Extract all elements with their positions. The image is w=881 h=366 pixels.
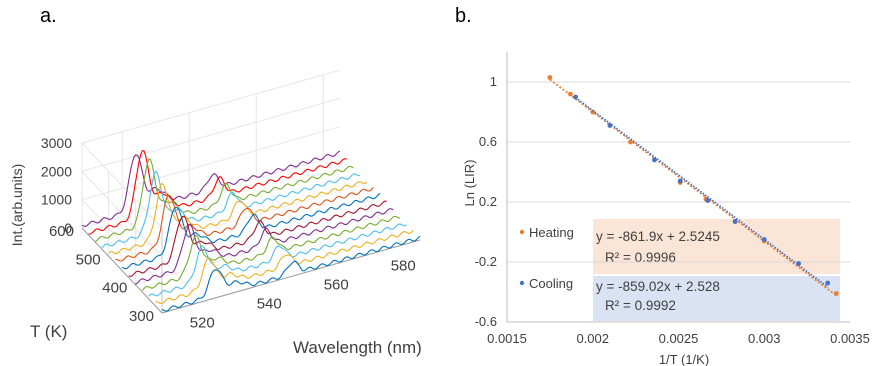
chart-a-y-axis-line [81, 227, 163, 314]
cooling-r-squared: R² = 0.9992 [605, 298, 676, 313]
heating-data-point [628, 139, 633, 145]
cooling-fit-equation: y = -859.02x + 2.528 [596, 279, 720, 294]
cooling-data-point [705, 198, 711, 203]
chart-b-y-tick-label: -0.6 [475, 314, 497, 329]
spectrum-line-425k [128, 200, 387, 277]
arrhenius-chart: Ln (LIR) 1/T (1/K) Heating y = -861.9x +… [462, 52, 870, 366]
chart-a-z-tick-label: 1000 [41, 192, 72, 208]
cooling-data-point [677, 178, 683, 184]
cooling-data-point [573, 94, 578, 100]
spectrum-line-300k [161, 235, 421, 312]
heating-data-point [590, 109, 596, 115]
cooling-data-point [825, 280, 831, 286]
heating-fit-equation: y = -861.9x + 2.5245 [596, 229, 720, 244]
chart-b-x-tick-label: 0.003 [748, 331, 781, 346]
chart-a-x-tick-label: 560 [324, 277, 349, 294]
chart-b-x-tick-label: 0.0035 [830, 331, 870, 346]
waterfall-chart: Int.(arb.units) Wavelength (nm) T (K) 0 1… [9, 69, 422, 357]
chart-b-y-tick-label: 0.6 [479, 134, 497, 149]
chart-a-back-gridline [81, 97, 341, 172]
chart-a-side-gridline [81, 171, 163, 257]
chart-a-y-tick-label: 600 [49, 223, 74, 240]
chart-a-x-axis-line [161, 239, 421, 314]
chart-a-y-tick-label: 500 [76, 251, 101, 268]
cooling-legend-marker [519, 280, 525, 286]
chart-b-y-axis-label: Ln (LIR) [462, 160, 477, 207]
chart-b-y-tick-label: 0.2 [479, 194, 497, 209]
chart-a-y-tick-label: 300 [129, 308, 154, 325]
chart-a-x-axis-label: Wavelength (nm) [293, 338, 422, 357]
heating-legend-marker [519, 229, 525, 235]
panel-b-label: b. [455, 5, 472, 27]
chart-a-z-tick-label: 0 [64, 220, 72, 236]
chart-b-x-tick-label: 0.002 [576, 331, 609, 346]
cooling-fit-box [593, 276, 840, 321]
chart-a-z-tick-label: 2000 [41, 163, 72, 179]
chart-a-x-tick-label: 540 [257, 296, 282, 313]
spectrum-line-325k [155, 229, 414, 304]
spectrum-line-550k [94, 158, 354, 243]
heating-r-squared: R² = 0.9996 [605, 250, 676, 265]
chart-a-x-tick-label: 580 [391, 258, 416, 275]
chart-a-back-gridline [81, 126, 341, 201]
spectrum-line-575k [88, 150, 347, 235]
panel-a-label: a. [40, 5, 57, 27]
chart-b-y-tick-label: -0.2 [475, 254, 497, 269]
chart-a-floor-gridline [135, 211, 394, 286]
chart-b-y-tick-label: 1 [490, 74, 497, 89]
chart-b-x-axis-label: 1/T (1/K) [659, 352, 709, 366]
chart-b-x-tick-label: 0.0025 [659, 331, 699, 346]
cooling-legend-label: Cooling [529, 276, 573, 291]
spectrum-line-525k [101, 170, 361, 249]
chart-a-x-tick-label: 520 [190, 315, 215, 332]
heating-data-point [833, 291, 839, 296]
cooling-data-point [761, 237, 767, 242]
heating-legend-label: Heating [529, 225, 574, 240]
heating-fit-box [593, 219, 840, 274]
spectrum-line-600k [81, 150, 341, 227]
chart-b-x-tick-label: 0.0015 [487, 331, 527, 346]
chart-a-y-axis-label: T (K) [30, 322, 67, 341]
heating-data-point [547, 75, 553, 80]
chart-a-floor-gridline [255, 178, 337, 265]
chart-a-floor-gridline [188, 197, 270, 284]
spectrum-line-500k [108, 181, 368, 254]
chart-a-back-gridline [81, 69, 341, 144]
chart-a-floor-gridline [322, 159, 404, 246]
chart-a-side-gridline [81, 142, 163, 229]
chart-a-y-tick-label: 400 [102, 280, 127, 297]
cooling-data-point [732, 219, 738, 224]
cooling-data-point [652, 157, 657, 163]
spectrum-line-475k [115, 187, 374, 262]
chart-a-floor-gridline [81, 154, 341, 229]
chart-a-z-axis-label: Int.(arb.units) [9, 164, 25, 246]
cooling-data-point [796, 261, 801, 266]
chart-a-z-tick-label: 3000 [41, 135, 72, 151]
spectrum-line-450k [121, 193, 381, 270]
spectrum-line-400k [135, 208, 394, 285]
cooling-data-point [607, 123, 613, 128]
spectrum-line-375k [141, 215, 401, 292]
heating-data-point [568, 91, 573, 97]
spectrum-line-350k [148, 223, 407, 297]
